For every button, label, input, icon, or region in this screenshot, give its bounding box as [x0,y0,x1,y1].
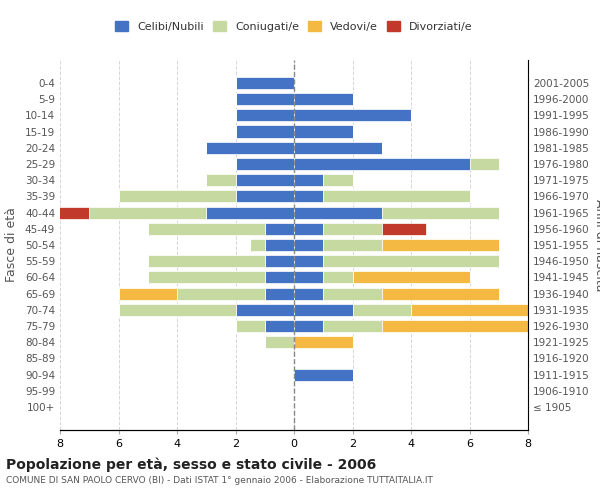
Bar [294,288,323,300]
Bar [294,320,323,332]
Legend: Celibi/Nubili, Coniugati/e, Vedovi/e, Divorziati/e: Celibi/Nubili, Coniugati/e, Vedovi/e, Di… [112,18,476,35]
Y-axis label: Anni di nascita: Anni di nascita [593,198,600,291]
Bar [265,288,294,300]
Bar [89,206,206,218]
Bar [323,272,353,283]
Bar [323,174,353,186]
Bar [119,304,235,316]
Bar [323,239,382,251]
Bar [148,272,265,283]
Bar [235,190,294,202]
Bar [294,272,323,283]
Bar [294,126,353,138]
Bar [470,158,499,170]
Bar [265,255,294,268]
Bar [294,206,382,218]
Bar [294,368,353,381]
Bar [235,109,294,122]
Bar [323,255,499,268]
Bar [323,320,382,332]
Bar [382,320,587,332]
Bar [294,109,411,122]
Text: COMUNE DI SAN PAOLO CERVO (BI) - Dati ISTAT 1° gennaio 2006 - Elaborazione TUTTA: COMUNE DI SAN PAOLO CERVO (BI) - Dati IS… [6,476,433,485]
Bar [265,222,294,235]
Bar [250,239,265,251]
Bar [46,206,89,218]
Bar [235,320,265,332]
Bar [382,222,425,235]
Text: Popolazione per età, sesso e stato civile - 2006: Popolazione per età, sesso e stato civil… [6,458,376,472]
Bar [235,158,294,170]
Bar [353,304,411,316]
Bar [148,222,265,235]
Bar [177,288,265,300]
Bar [235,77,294,89]
Bar [119,288,177,300]
Bar [411,304,528,316]
Bar [265,239,294,251]
Bar [382,206,499,218]
Bar [265,320,294,332]
Bar [294,255,323,268]
Bar [294,190,323,202]
Bar [294,222,323,235]
Bar [235,304,294,316]
Bar [323,288,382,300]
Bar [119,190,235,202]
Bar [294,93,353,105]
Bar [353,272,470,283]
Bar [294,142,382,154]
Bar [382,239,499,251]
Bar [265,336,294,348]
Bar [206,174,235,186]
Bar [235,93,294,105]
Y-axis label: Fasce di età: Fasce di età [5,208,18,282]
Bar [294,239,323,251]
Bar [206,142,294,154]
Bar [294,304,353,316]
Bar [294,158,470,170]
Bar [294,174,323,186]
Bar [323,222,382,235]
Bar [382,288,499,300]
Bar [294,336,353,348]
Bar [265,272,294,283]
Bar [148,255,265,268]
Bar [206,206,294,218]
Bar [235,174,294,186]
Bar [323,190,470,202]
Bar [235,126,294,138]
